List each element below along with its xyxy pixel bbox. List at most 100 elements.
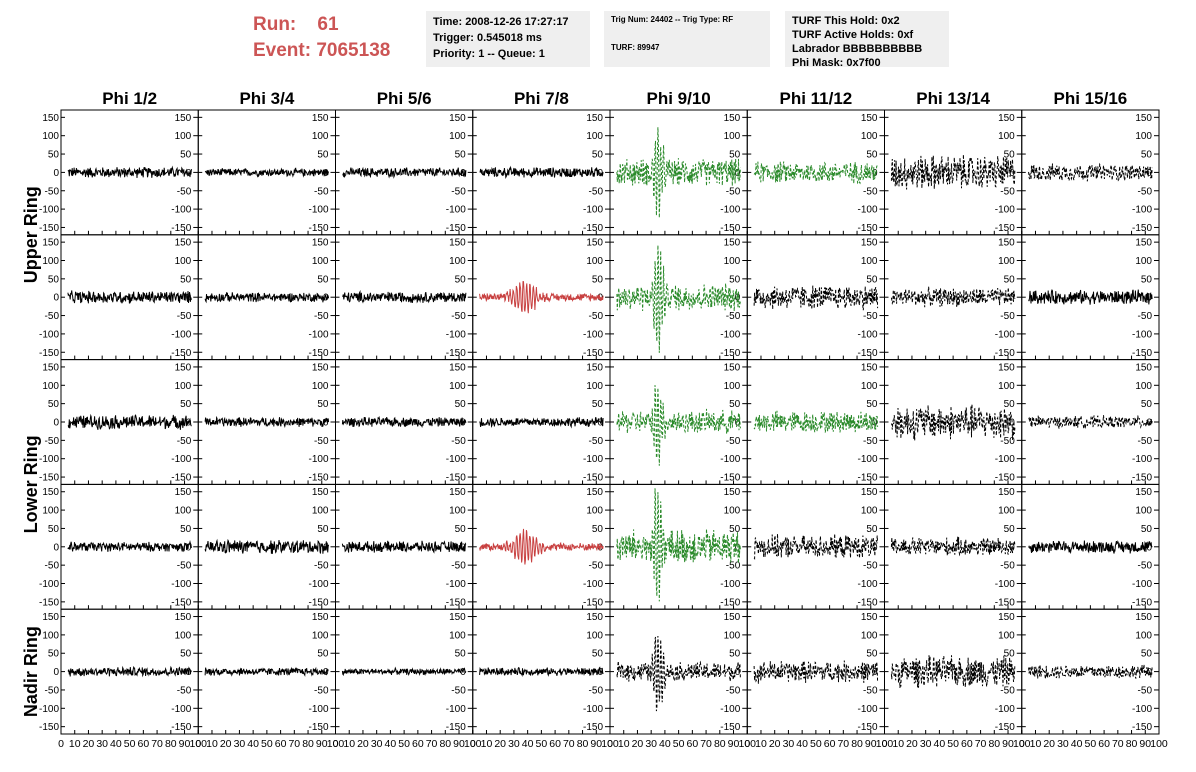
y-tick-label: -150 [857,348,877,359]
x-tick-label: 40 [934,738,946,750]
x-tick-label: 0 [333,738,339,750]
y-tick-label: -50 [1000,685,1015,696]
y-tick-label: 50 [317,524,329,535]
y-tick-label: -100 [308,329,328,340]
x-tick-label: 20 [357,738,369,750]
x-tick-label: 10 [755,738,767,750]
x-tick-label: 10 [69,738,81,750]
row-label: Upper Ring [21,186,41,283]
row-label: Nadir Ring [21,626,41,717]
x-tick-label: 80 [165,738,177,750]
y-tick-label: -50 [177,436,192,447]
y-tick-label: -50 [1138,561,1153,572]
y-tick-label: 150 [312,362,329,373]
y-tick-label: 100 [312,381,329,392]
y-tick-label: 150 [42,113,59,124]
y-tick-label: -150 [720,348,740,359]
y-tick-label: -50 [45,685,60,696]
y-tick-label: -100 [171,205,191,216]
y-tick-label: -100 [39,454,59,465]
y-tick-label: 100 [449,630,466,641]
y-tick-label: -150 [1132,722,1152,733]
y-tick-label: -100 [171,704,191,715]
x-tick-label: 0 [195,738,201,750]
y-tick-label: 150 [861,362,878,373]
y-tick-label: 100 [175,506,192,517]
y-tick-label: 100 [449,256,466,267]
y-tick-label: 100 [586,256,603,267]
x-tick-label: 30 [645,738,657,750]
x-tick-label: 10 [206,738,218,750]
run-value: 61 [317,14,339,35]
y-tick-label: -150 [446,473,466,484]
y-tick-label: 100 [1135,131,1152,142]
y-tick-label: 150 [1135,612,1152,623]
x-tick-label: 70 [700,738,712,750]
y-tick-label: 50 [1141,524,1153,535]
y-tick-label: 50 [729,150,741,161]
y-tick-label: -50 [589,436,604,447]
x-tick-label: 0 [470,738,476,750]
y-tick-label: 50 [592,524,604,535]
y-tick-label: -100 [171,329,191,340]
y-tick-label: 0 [460,293,466,304]
waveform-trace [616,385,741,466]
y-tick-label: -150 [583,597,603,608]
y-tick-label: -100 [720,704,740,715]
waveform-trace [341,666,467,677]
waveform-trace [341,415,467,429]
x-tick-label: 30 [508,738,520,750]
y-tick-label: 150 [312,487,329,498]
y-tick-label: -100 [583,205,603,216]
waveform-trace [67,540,192,553]
y-tick-label: 100 [724,381,741,392]
y-tick-label: 150 [42,612,59,623]
x-tick-label: 10 [892,738,904,750]
column-header: Phi 1/2 [102,89,157,108]
y-tick-label: -100 [446,454,466,465]
x-tick-label: 90 [865,738,877,750]
waveform-trace [753,410,879,433]
y-tick-label: 150 [175,238,192,249]
y-tick-label: -150 [1132,223,1152,234]
y-tick-label: -100 [1132,329,1152,340]
y-tick-label: 50 [729,274,741,285]
turf-text: TURF: 89947 [611,43,660,52]
waveform-trace [204,666,329,677]
waveform-trace [753,161,879,185]
waveform-trace [616,127,741,218]
x-tick-label: 50 [673,738,685,750]
y-tick-label: -150 [857,473,877,484]
x-tick-label: 0 [607,738,613,750]
waveform-trace [67,165,192,179]
run-label: Run: [253,14,297,35]
y-tick-label: -100 [308,579,328,590]
y-tick-label: -150 [857,722,877,733]
x-tick-label: 70 [288,738,300,750]
waveform-trace [341,540,467,554]
y-tick-label: 150 [998,238,1015,249]
y-tick-label: -150 [39,473,59,484]
phi-mask-text: Phi Mask: 0x7f00 [792,57,881,69]
waveform-trace [479,281,604,314]
y-tick-label: 150 [1135,113,1152,124]
waveform-trace [204,415,330,428]
y-tick-label: -50 [589,186,604,197]
y-tick-label: -150 [720,597,740,608]
y-tick-label: -50 [863,561,878,572]
y-tick-label: 100 [449,506,466,517]
time-text: Time: 2008-12-26 17:27:17 [433,16,569,28]
y-tick-label: 150 [175,362,192,373]
x-tick-label: 50 [536,738,548,750]
x-tick-label: 100 [601,738,619,750]
turf-info-box: TURF This Hold: 0x2 TURF Active Holds: 0… [785,11,949,69]
y-tick-label: -100 [995,579,1015,590]
waveform-trace [890,655,1016,688]
y-tick-label: 50 [866,524,878,535]
y-tick-label: -150 [308,597,328,608]
x-tick-label: 20 [1043,738,1055,750]
y-tick-label: 150 [175,113,192,124]
y-tick-label: 0 [1009,168,1015,179]
y-tick-label: 50 [455,399,467,410]
y-tick-label: -100 [39,329,59,340]
